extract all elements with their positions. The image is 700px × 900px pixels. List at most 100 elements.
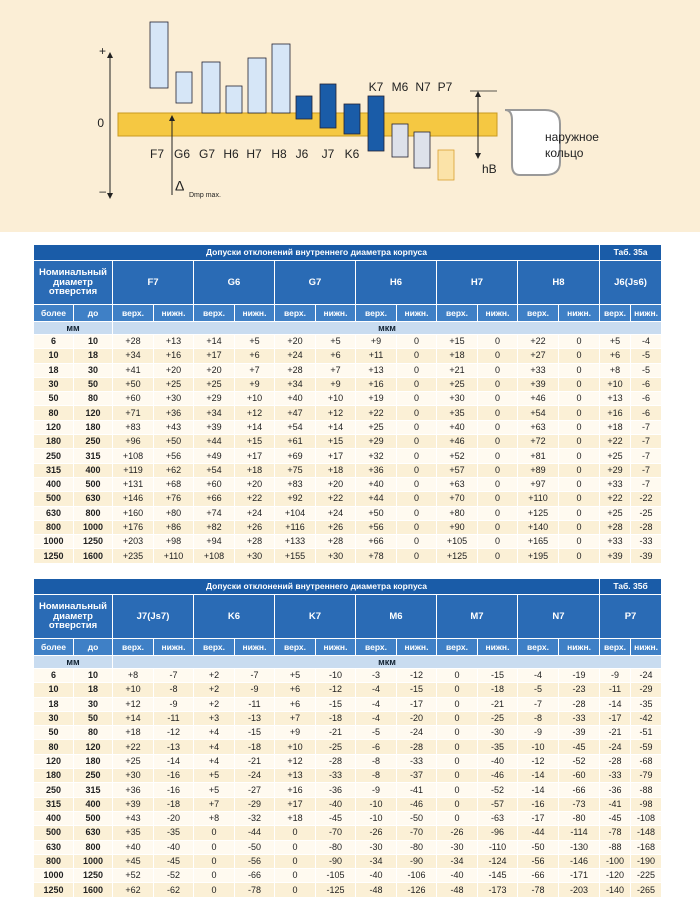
cell: -8	[517, 710, 559, 727]
cell: 0	[436, 710, 478, 727]
cell: -45	[153, 853, 194, 870]
cell: +54	[517, 405, 559, 421]
data-row: 1250 1600 +62 -62 0 -78 0 -125 -48 -126 -48 -173 -78…	[33, 882, 663, 898]
cell: 1250	[33, 882, 74, 898]
data-row: 6 10 +8 -7 +2 -7 +5 -10 -3 -12 0 -15 -4 -19 -9 -24	[33, 667, 663, 684]
cell: 315	[33, 796, 74, 812]
cell: +17	[234, 448, 275, 464]
cell: +16	[355, 376, 397, 393]
cell: +52	[436, 448, 478, 464]
cell: -40	[153, 839, 194, 855]
cell: -48	[436, 882, 478, 898]
cell: +22	[599, 434, 632, 450]
cell: -9	[153, 696, 194, 712]
cell: 0	[557, 419, 601, 436]
cell: 10	[33, 348, 74, 364]
cell: +36	[112, 782, 154, 798]
cell: +18	[436, 348, 478, 364]
cell: 0	[557, 534, 601, 550]
cell: +14	[193, 333, 235, 350]
cell: -50	[234, 839, 275, 855]
cell: -19	[557, 667, 601, 684]
cell: -28	[315, 753, 356, 770]
cell: +25	[153, 376, 194, 393]
cell: 50	[33, 391, 74, 407]
cell: -8	[153, 682, 194, 698]
cell: -52	[557, 753, 601, 770]
cell: 0	[396, 434, 437, 450]
cell: -50	[517, 839, 559, 855]
cell: -73	[557, 796, 601, 812]
cell: -6	[355, 739, 397, 755]
cell: -6	[630, 405, 663, 421]
cell: +5	[193, 782, 235, 798]
data-row: 800 1000 +176 +86 +82 +26 +116 +26 +56 0 +90 0 +140 0…	[33, 519, 663, 536]
cell: +13	[274, 768, 316, 784]
cell: +86	[153, 519, 194, 536]
cell: -11	[153, 710, 194, 727]
cell: -34	[355, 853, 397, 870]
cell: +68	[153, 476, 194, 493]
cell: -11	[599, 682, 632, 698]
cell: -40	[355, 868, 397, 884]
cell: 0	[557, 391, 601, 407]
cell: +80	[436, 505, 478, 521]
cell: +25	[355, 419, 397, 436]
cell: +108	[112, 448, 154, 464]
cell: -126	[396, 882, 437, 898]
cell: -70	[396, 825, 437, 841]
cell: +104	[274, 505, 316, 521]
column-header: G6	[193, 260, 275, 305]
data-row: 30 50 +50 +25 +25 +9 +34 +9 +16 0 +25 0 +39 0 +10 -6	[33, 376, 663, 393]
data-row: 18 30 +12 -9 +2 -11 +6 -15 -4 -17 0 -21 -7 -28 -14 -35	[33, 696, 663, 712]
cell: -46	[477, 768, 518, 784]
cell: 50	[33, 725, 74, 741]
upper: верх.	[436, 638, 478, 656]
data-row: 50 80 +60 +30 +29 +10 +40 +10 +19 0 +30 0 +46 0 +13 -6	[33, 391, 663, 407]
cell: +203	[112, 534, 154, 550]
cell: 30	[33, 710, 74, 727]
cell: -203	[557, 882, 601, 898]
cell: +40	[112, 839, 154, 855]
cell: +43	[112, 810, 154, 827]
data-row: 630 800 +160 +80 +74 +24 +104 +24 +50 0 +80 0 +125 0 +…	[33, 505, 663, 521]
cell: 0	[396, 505, 437, 521]
cell: +22	[234, 491, 275, 507]
zone-label: H8	[271, 147, 287, 161]
cell: +44	[355, 491, 397, 507]
cell: -17	[396, 696, 437, 712]
cell: +6	[274, 696, 316, 712]
zone-label: K6	[345, 147, 360, 161]
cell: -14	[153, 753, 194, 770]
cell: +76	[153, 491, 194, 507]
cell: 0	[557, 519, 601, 536]
cell: +17	[315, 448, 356, 464]
cell: -110	[477, 839, 518, 855]
cell: +22	[599, 491, 632, 507]
cell: -4	[517, 667, 559, 684]
cell: 315	[73, 782, 113, 798]
cell: -146	[557, 853, 601, 870]
cell: +75	[274, 462, 316, 478]
cell: 0	[557, 362, 601, 378]
cell: 180	[73, 419, 113, 436]
cell: 0	[557, 462, 601, 478]
cell: 0	[396, 333, 437, 350]
cell: +13	[355, 362, 397, 378]
cell: -42	[630, 710, 663, 727]
upper: верх.	[274, 304, 316, 322]
cell: -15	[234, 725, 275, 741]
cell: -78	[234, 882, 275, 898]
cell: 0	[557, 434, 601, 450]
cell: +13	[599, 391, 632, 407]
table-title: Допуски отклонений внутреннего диаметра …	[32, 578, 601, 595]
cell: -6	[630, 376, 663, 393]
cell: +90	[436, 519, 478, 536]
cell: +52	[112, 868, 154, 884]
cell: -68	[630, 753, 663, 770]
cell: +9	[315, 376, 356, 393]
cell: -25	[630, 505, 663, 521]
cell: -36	[599, 782, 632, 798]
cell: -125	[315, 882, 356, 898]
cell: +5	[274, 667, 316, 684]
